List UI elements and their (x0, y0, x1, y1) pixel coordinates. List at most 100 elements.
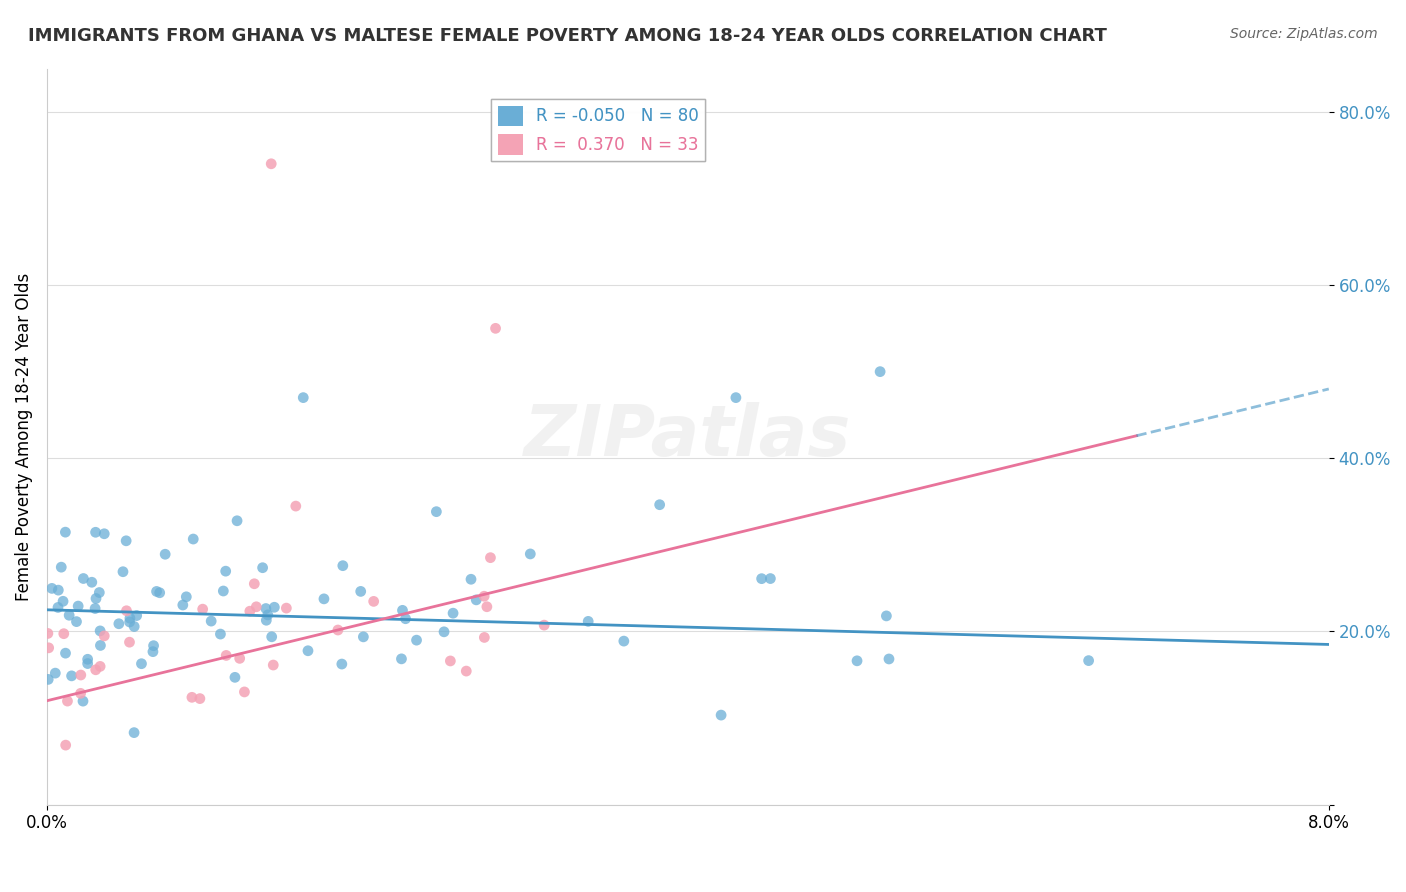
Point (72, 572, 94, 586)
Point (533, 618, 555, 632)
Point (37, 673, 59, 687)
Point (260, 157, 283, 171)
Point (118, 635, 141, 649)
Point (297, 644, 319, 658)
Point (69, 668, 91, 682)
Point (191, 602, 214, 616)
Point (52, 626, 75, 640)
Point (352, 630, 374, 644)
Point (212, 584, 235, 599)
Point (465, 593, 488, 607)
Point (224, 670, 246, 684)
Point (115, 533, 138, 548)
Point (405, 633, 427, 648)
Text: ZIPatlas: ZIPatlas (524, 402, 852, 471)
Point (209, 627, 232, 641)
Point (55, 525, 77, 540)
Legend: R = -0.050   N = 80, R =  0.370   N = 33: R = -0.050 N = 80, R = 0.370 N = 33 (491, 99, 706, 161)
Point (276, 601, 298, 615)
Point (472, 631, 495, 645)
Point (145, 584, 167, 599)
Point (710, 708, 733, 723)
Point (38, 640, 60, 655)
Point (122, 725, 145, 739)
Point (181, 532, 204, 546)
Point (58, 608, 80, 623)
Point (425, 505, 447, 519)
Point (84, 601, 107, 615)
Point (89, 624, 111, 638)
Point (648, 498, 671, 512)
Point (52, 594, 75, 608)
Point (118, 615, 141, 629)
Point (439, 654, 461, 668)
Point (479, 550, 502, 565)
Point (262, 658, 284, 673)
Point (1077, 654, 1099, 668)
Point (254, 601, 277, 615)
Point (391, 652, 413, 666)
Point (111, 565, 134, 579)
Point (108, 616, 131, 631)
Point (475, 599, 498, 614)
Point (172, 598, 194, 612)
Point (460, 572, 482, 586)
Point (484, 321, 506, 335)
Point (89, 585, 111, 599)
Point (142, 639, 165, 653)
Point (115, 604, 138, 618)
Point (55, 646, 77, 660)
Point (131, 657, 153, 671)
Point (226, 514, 249, 528)
Point (84, 663, 107, 677)
Point (350, 584, 373, 599)
Point (200, 614, 222, 628)
Point (89, 639, 111, 653)
Point (613, 634, 636, 648)
Point (149, 586, 172, 600)
Point (89, 659, 111, 673)
Point (256, 607, 278, 622)
Point (228, 651, 250, 665)
Point (312, 591, 335, 606)
Point (80, 575, 103, 590)
Text: IMMIGRANTS FROM GHANA VS MALTESE FEMALE POVERTY AMONG 18-24 YEAR OLDS CORRELATIO: IMMIGRANTS FROM GHANA VS MALTESE FEMALE … (28, 27, 1107, 45)
Point (67, 599, 90, 613)
Point (252, 560, 274, 574)
Point (751, 572, 773, 586)
Point (181, 690, 204, 705)
Point (441, 606, 464, 620)
Point (84, 525, 107, 540)
Point (877, 652, 900, 666)
Text: Source: ZipAtlas.com: Source: ZipAtlas.com (1230, 27, 1378, 41)
Point (60, 669, 83, 683)
Point (519, 547, 541, 561)
Point (65, 615, 87, 629)
Point (176, 590, 198, 604)
Point (46, 600, 69, 615)
Point (188, 691, 211, 706)
Point (233, 685, 256, 699)
Point (76, 652, 98, 666)
Point (292, 391, 315, 405)
Point (284, 499, 307, 513)
Point (215, 564, 238, 578)
Point (69, 686, 91, 700)
Point (37, 626, 59, 640)
Point (330, 657, 353, 671)
Point (55, 738, 77, 752)
Point (846, 654, 869, 668)
Point (724, 391, 747, 405)
Point (456, 664, 478, 678)
Point (576, 615, 599, 629)
Point (76, 657, 98, 671)
Point (759, 572, 782, 586)
Point (243, 576, 266, 591)
Point (84, 591, 107, 606)
Point (391, 603, 413, 617)
Point (869, 365, 891, 379)
Point (215, 648, 238, 663)
Point (51, 560, 73, 574)
Point (254, 613, 277, 627)
Point (122, 619, 145, 633)
